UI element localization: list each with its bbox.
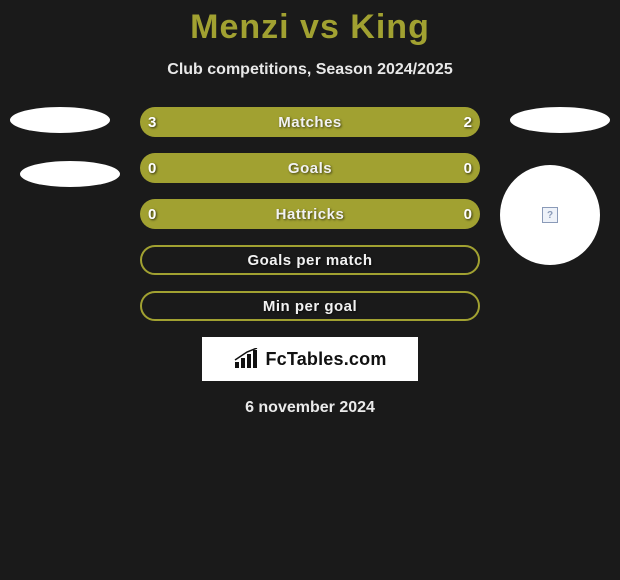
stat-value-right: 2 (464, 107, 472, 137)
stat-value-left: 0 (148, 199, 156, 229)
stat-row: Goals 0 0 (0, 153, 620, 183)
stat-bar: Matches (140, 107, 480, 137)
stat-row: Hattricks 0 0 (0, 199, 620, 229)
stat-value-left: 3 (148, 107, 156, 137)
stat-row: Goals per match (0, 245, 620, 275)
stat-label: Min per goal (263, 298, 357, 315)
page-title: Menzi vs King (0, 0, 620, 47)
source-logo: FcTables.com (202, 337, 418, 381)
source-logo-text: FcTables.com (265, 349, 386, 370)
stat-label: Hattricks (276, 206, 345, 223)
stat-label: Matches (278, 114, 342, 131)
date-text: 6 november 2024 (0, 399, 620, 417)
stat-rows: ? Matches 3 2 Goals 0 0 Hattricks 0 0 (0, 107, 620, 321)
stat-row: Matches 3 2 (0, 107, 620, 137)
stat-value-right: 0 (464, 153, 472, 183)
bars-icon (233, 348, 259, 370)
stat-bar: Hattricks (140, 199, 480, 229)
stat-value-right: 0 (464, 199, 472, 229)
stat-bar: Goals (140, 153, 480, 183)
stat-row: Min per goal (0, 291, 620, 321)
subtitle: Club competitions, Season 2024/2025 (0, 61, 620, 79)
stat-bar: Goals per match (140, 245, 480, 275)
stat-label: Goals (288, 160, 332, 177)
stat-label: Goals per match (247, 252, 372, 269)
stat-bar: Min per goal (140, 291, 480, 321)
stat-value-left: 0 (148, 153, 156, 183)
